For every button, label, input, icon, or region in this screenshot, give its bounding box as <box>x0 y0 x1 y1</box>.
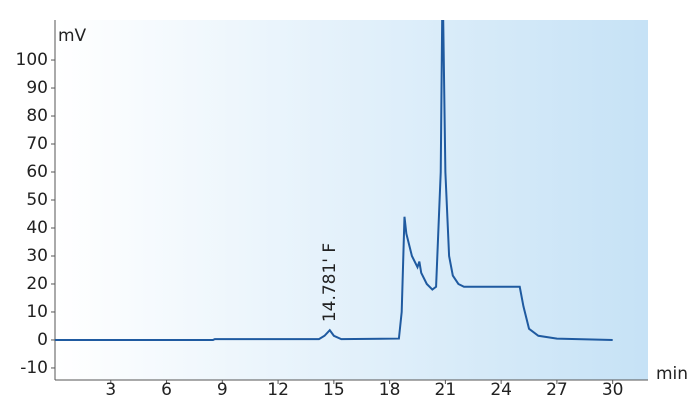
x-tick-label: 3 <box>105 380 116 400</box>
y-tick-label: 50 <box>26 190 48 210</box>
y-tick-label: 100 <box>16 50 48 70</box>
x-tick-label: 24 <box>490 380 512 400</box>
x-tick-label: 21 <box>435 380 457 400</box>
y-tick-label: 70 <box>26 134 48 154</box>
x-tick-label: 6 <box>161 380 172 400</box>
y-tick-label: -10 <box>20 358 48 378</box>
y-tick-label: 60 <box>26 162 48 182</box>
y-tick-label: 20 <box>26 274 48 294</box>
signal-line <box>55 20 613 341</box>
x-tick-label: 18 <box>379 380 401 400</box>
y-tick-label: 90 <box>26 78 48 98</box>
x-tick-label: 27 <box>546 380 568 400</box>
x-tick-label: 12 <box>267 380 289 400</box>
y-tick-label: 10 <box>26 302 48 322</box>
y-tick-label: 40 <box>26 218 48 238</box>
y-tick-label: 0 <box>37 330 48 350</box>
x-axis-label: min <box>656 364 688 384</box>
plot-area <box>55 20 648 380</box>
peak-annotation: 14.781' F <box>320 243 340 322</box>
y-tick-label: 30 <box>26 246 48 266</box>
x-tick-label: 30 <box>602 380 624 400</box>
y-tick-label: 80 <box>26 106 48 126</box>
y-axis-label: mV <box>58 26 87 46</box>
x-tick-label: 9 <box>217 380 228 400</box>
x-tick-label: 15 <box>323 380 345 400</box>
